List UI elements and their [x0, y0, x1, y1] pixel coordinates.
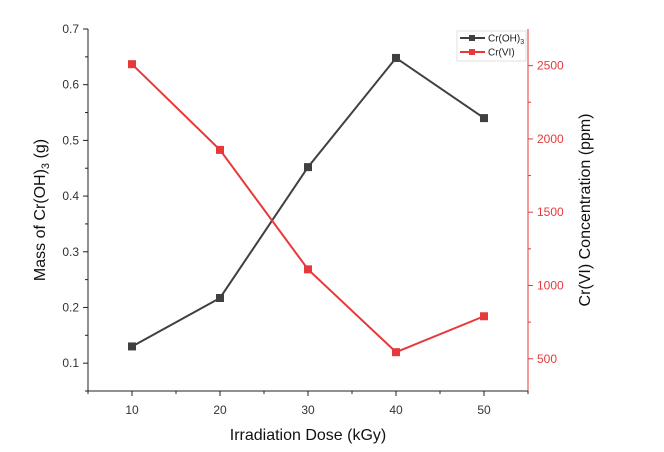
- legend-label: Cr(VI): [488, 48, 515, 59]
- x-tick-label: 20: [213, 403, 227, 417]
- y-left-axis-title-subscript: 3: [40, 163, 52, 169]
- legend: Cr(OH)3Cr(VI): [456, 30, 527, 62]
- x-axis-title: Irradiation Dose (kGy): [230, 427, 387, 444]
- data-point-crvi: [128, 60, 136, 69]
- data-point-croh3: [304, 163, 312, 172]
- data-point-crvi: [480, 312, 488, 321]
- y-left-tick-label: 0.4: [62, 189, 79, 203]
- legend-marker: [469, 35, 475, 41]
- data-point-crvi: [304, 265, 312, 274]
- legend-box: [456, 30, 527, 62]
- y-right-tick-label: 500: [537, 352, 557, 366]
- data-point-croh3: [216, 293, 224, 302]
- ticks-group: 10 20 30 40 50 0.1 0.2 0.3 0.4 0.5 0.6 0.7 500 1000 15…: [62, 22, 564, 417]
- y-right-tick-label: 2000: [537, 132, 564, 146]
- y-left-tick-label: 0.1: [62, 356, 79, 370]
- data-point-crvi: [216, 145, 224, 154]
- legend-label: Cr(OH)3: [488, 34, 524, 47]
- y-right-tick-label: 1000: [537, 278, 564, 292]
- series-line-croh3: [131, 56, 485, 348]
- y-left-tick-label: 0.2: [62, 300, 79, 314]
- y-left-tick-label: 0.3: [62, 245, 79, 259]
- axes-group: [87, 29, 529, 392]
- data-point-croh3: [480, 114, 488, 123]
- x-tick-label: 50: [477, 403, 491, 417]
- axis-titles: Irradiation Dose (kGy) Mass of Cr(OH)3 (g…: [32, 114, 594, 444]
- y-right-tick-label: 2500: [537, 59, 564, 73]
- y-right-axis-title: Cr(VI) Concentration (ppm): [577, 114, 594, 307]
- series-line-crvi: [131, 63, 485, 354]
- x-tick-label: 30: [301, 403, 315, 417]
- legend-marker: [469, 49, 475, 55]
- y-left-axis-title: Mass of Cr(OH)3 (g): [32, 139, 52, 281]
- x-tick-label: 40: [389, 403, 403, 417]
- legend-label-subscript: 3: [520, 39, 524, 46]
- y-left-axis-title-suffix: (g): [32, 139, 49, 163]
- y-left-tick-label: 0.6: [62, 78, 79, 92]
- x-tick-label: 10: [125, 403, 139, 417]
- y-left-tick-label: 0.5: [62, 133, 79, 147]
- series-group: [128, 53, 488, 357]
- y-left-tick-label: 0.7: [62, 22, 79, 36]
- data-point-croh3: [128, 342, 136, 351]
- data-point-croh3: [392, 53, 400, 62]
- data-point-crvi: [392, 348, 400, 357]
- y-right-tick-label: 1500: [537, 205, 564, 219]
